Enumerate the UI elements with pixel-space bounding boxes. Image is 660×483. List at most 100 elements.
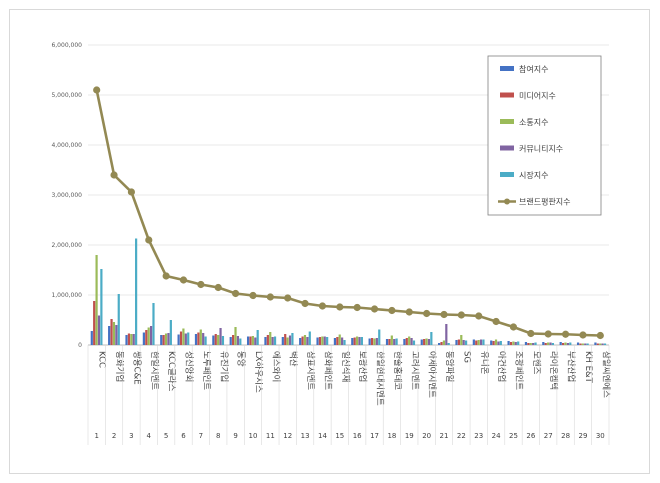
- bar: [599, 343, 602, 345]
- x-category-label: 한솔홈데코: [392, 351, 403, 390]
- x-category-label: LX하우시스: [253, 351, 264, 393]
- y-tick-label: 1,000,000: [51, 292, 82, 299]
- bar: [445, 324, 448, 345]
- x-category-label: KH E&T: [583, 351, 593, 384]
- bar: [184, 333, 187, 345]
- bar: [594, 342, 597, 345]
- bar: [596, 343, 599, 345]
- x-rank-label: 23: [474, 432, 483, 440]
- x-rank-label: 7: [199, 432, 203, 440]
- x-rank-label: 10: [249, 432, 258, 440]
- bar: [169, 320, 172, 345]
- x-category-label: 조광페인트: [513, 351, 524, 390]
- line-point: [544, 330, 552, 338]
- x-category-label: 부산산업: [566, 351, 577, 382]
- bar: [408, 336, 411, 345]
- bar: [273, 336, 277, 345]
- bar: [286, 337, 289, 345]
- x-category-label: KCC: [97, 351, 107, 368]
- bar: [492, 341, 495, 345]
- bar: [405, 338, 408, 345]
- x-rank-label: 9: [233, 432, 237, 440]
- line-point: [370, 305, 379, 313]
- bar: [326, 337, 329, 345]
- bar: [142, 332, 145, 345]
- line-point: [457, 311, 465, 319]
- bar: [219, 328, 222, 345]
- line-point: [475, 312, 483, 320]
- bar: [512, 341, 515, 345]
- bar: [581, 343, 584, 345]
- x-rank-label: 15: [335, 432, 344, 440]
- legend-swatch: [500, 66, 514, 71]
- bar: [507, 341, 510, 345]
- bar: [239, 338, 242, 345]
- bar: [249, 336, 252, 345]
- bar: [534, 342, 537, 345]
- bar: [271, 337, 274, 345]
- bar: [234, 327, 237, 345]
- bar: [584, 343, 587, 345]
- x-category-label: KCC글라스: [166, 351, 176, 392]
- bar: [338, 334, 341, 345]
- x-category-label: 벽산: [288, 351, 299, 367]
- x-rank-label: 4: [147, 432, 152, 440]
- x-rank-label: 17: [370, 432, 379, 440]
- x-rank-label: 8: [216, 432, 220, 440]
- x-category-label: 한일시멘트: [149, 351, 159, 390]
- bar: [517, 341, 520, 345]
- bar: [497, 341, 500, 345]
- bar: [373, 338, 376, 345]
- bar: [475, 340, 478, 345]
- x-rank-label: 1: [94, 432, 98, 440]
- bar: [204, 336, 207, 345]
- bar: [499, 341, 502, 345]
- x-category-label: 동양: [236, 351, 247, 367]
- bar: [586, 343, 589, 345]
- bar: [529, 343, 532, 345]
- legend-label: 참여지수: [519, 64, 548, 74]
- bar: [464, 340, 468, 345]
- legend-label: 커뮤니티지수: [519, 144, 563, 154]
- line-point: [301, 299, 309, 308]
- bar: [229, 337, 232, 345]
- line-point: [388, 306, 396, 315]
- x-rank-label: 28: [561, 432, 570, 440]
- x-rank-label: 12: [283, 432, 292, 440]
- bar: [569, 342, 572, 345]
- bar: [368, 338, 371, 345]
- x-category-label: 라이온켐텍: [548, 351, 559, 390]
- line-point: [579, 331, 587, 339]
- line-point: [596, 331, 604, 340]
- bar: [177, 334, 180, 345]
- bar: [542, 342, 545, 345]
- bar: [385, 339, 389, 345]
- bar: [167, 333, 170, 345]
- line-point: [214, 283, 222, 292]
- bar: [514, 342, 517, 345]
- bar: [579, 343, 582, 345]
- bar: [318, 337, 322, 345]
- bar: [603, 343, 607, 345]
- y-tick-label: 0: [78, 342, 82, 349]
- bar: [430, 332, 433, 345]
- bar: [95, 255, 98, 345]
- bar: [457, 339, 460, 345]
- bar: [388, 339, 391, 345]
- bar: [442, 340, 446, 345]
- bar: [576, 342, 580, 345]
- bar: [494, 339, 498, 345]
- bar: [564, 342, 567, 345]
- bar: [145, 330, 148, 345]
- line-point: [509, 323, 518, 331]
- bar: [306, 337, 309, 345]
- bar: [266, 335, 269, 345]
- bar: [378, 329, 381, 345]
- line-point: [93, 86, 101, 94]
- bar: [254, 337, 257, 345]
- bar: [97, 315, 101, 345]
- bar: [358, 337, 361, 345]
- bar: [130, 334, 133, 345]
- x-category-label: 성신양회: [184, 351, 195, 382]
